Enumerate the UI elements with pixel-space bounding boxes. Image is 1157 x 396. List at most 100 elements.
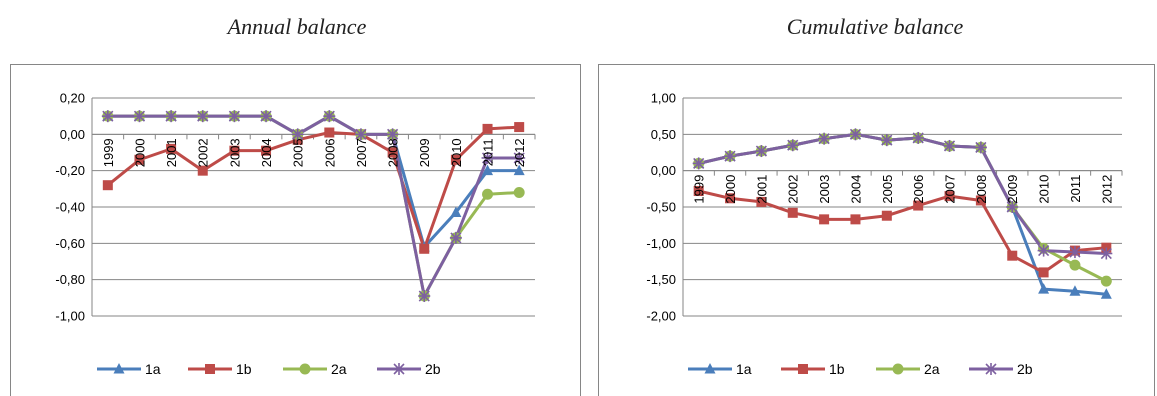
x-tick-label-cumulative: 2003 [817,175,832,204]
y-tick-label-annual: -0,40 [55,200,85,215]
series-line-annual-1b [106,125,520,251]
data-point-annual-2b [260,110,273,123]
data-point-annual-2a [513,186,525,198]
data-point-annual-1b [514,122,525,133]
x-tick-label-cumulative: 2006 [911,175,926,204]
legend-label-annual-2a: 2a [331,361,347,377]
x-tick-label-annual: 2004 [259,138,274,167]
data-point-cumulative-2b [880,134,893,147]
data-point-cumulative-2b [974,141,987,154]
legend-marker-annual-2a [299,363,311,375]
x-tick-label-cumulative: 2004 [848,175,863,204]
data-point-annual-2b [481,151,494,164]
y-tick-label-annual: -0,60 [55,236,85,251]
x-tick-label-annual: 2000 [132,138,147,167]
data-point-annual-1b [134,154,145,165]
data-point-cumulative-1b [756,196,767,207]
x-tick-label-annual: 2003 [227,138,242,167]
x-tick-label-annual: 2012 [512,138,527,167]
y-tick-label-cumulative: -1,50 [646,272,676,287]
x-tick-label-annual: 2010 [449,138,464,167]
data-point-cumulative-2b [1037,244,1050,257]
data-point-annual-2b [101,110,114,123]
data-point-cumulative-1b [1007,250,1018,261]
legend-marker-cumulative-1a [704,363,716,374]
x-tick-label-annual: 2006 [322,138,337,167]
data-point-cumulative-1a [1100,288,1112,299]
data-point-annual-1b [229,145,240,156]
data-point-cumulative-2b [1006,201,1019,213]
data-point-cumulative-2a [1100,275,1112,287]
data-point-cumulative-1b [975,195,986,206]
data-point-annual-1b [450,154,461,165]
data-point-cumulative-2b [755,145,768,158]
data-point-annual-1a [450,206,462,217]
data-point-cumulative-1a [1069,285,1081,296]
legend-label-cumulative-1a: 1a [736,361,752,377]
data-point-cumulative-2b [1068,246,1081,259]
x-tick-label-cumulative: 2000 [723,175,738,204]
data-point-annual-1b [324,127,335,138]
x-tick-label-cumulative: 2011 [1068,175,1083,203]
legend-marker-cumulative-2b [985,363,997,375]
data-point-cumulative-1b [881,210,892,221]
x-tick-label-annual: 2005 [291,138,306,167]
legend-label-cumulative-2a: 2a [924,361,940,377]
data-point-cumulative-1b [850,214,861,225]
data-point-annual-1b [166,143,177,154]
data-point-cumulative-2b [912,131,925,144]
legend-label-annual-1a: 1a [145,361,161,377]
y-tick-label-cumulative: 0,50 [651,127,676,142]
y-tick-label-annual: 0,00 [60,127,85,142]
data-point-cumulative-2b [943,139,956,152]
legend-marker-annual-1a [113,363,125,374]
data-point-annual-2b [323,110,336,123]
data-point-cumulative-2b [724,150,737,163]
data-point-annual-2b [354,128,367,141]
y-tick-label-annual: -0,80 [55,272,85,287]
data-point-cumulative-2b [1100,247,1113,260]
data-point-annual-2b [418,290,431,303]
chart-title-annual: Annual balance [227,14,367,39]
data-point-cumulative-2b [692,157,705,170]
data-point-annual-1a [513,164,525,176]
data-point-cumulative-1b [913,200,924,211]
y-tick-label-cumulative: -0,50 [646,200,676,215]
data-point-annual-1b [102,180,113,191]
data-point-annual-2b [386,128,399,141]
y-tick-label-annual: 0,20 [60,91,85,106]
data-point-annual-2b [165,110,178,123]
x-tick-label-cumulative: 2010 [1037,175,1052,204]
y-tick-label-annual: -0,20 [55,163,85,178]
legend-marker-annual-1b [205,364,215,374]
x-tick-label-cumulative: 2005 [880,175,895,204]
data-point-annual-2b [513,151,526,164]
x-tick-label-cumulative: 1999 [692,175,707,204]
data-point-annual-2b [449,231,462,244]
data-point-annual-2b [133,110,146,123]
legend-marker-cumulative-2a [892,363,904,375]
data-point-cumulative-1b [1038,267,1049,278]
data-point-cumulative-2a [1069,259,1081,271]
data-point-annual-2b [291,128,304,141]
y-tick-label-cumulative: -1,00 [646,236,676,251]
data-point-cumulative-1b [819,214,830,225]
x-tick-label-cumulative: 2009 [1005,175,1020,204]
x-tick-label-cumulative: 2002 [786,175,801,204]
data-point-annual-2b [196,110,209,123]
x-tick-label-annual: 2001 [164,138,179,167]
x-tick-label-annual: 2009 [417,138,432,167]
series-line-cumulative-1b [698,189,1107,274]
x-tick-label-annual: 2002 [196,138,211,167]
data-point-cumulative-1a [1038,283,1050,294]
y-tick-label-cumulative: -2,00 [646,309,676,324]
legend-label-annual-1b: 1b [236,361,252,377]
x-tick-label-cumulative: 2008 [974,175,989,204]
data-point-cumulative-1b [787,207,798,218]
x-tick-label-annual: 1999 [101,138,116,167]
data-point-cumulative-2b [818,132,831,145]
x-tick-label-annual: 2011 [481,138,496,166]
y-tick-label-cumulative: 1,00 [651,91,676,106]
data-point-cumulative-1b [944,191,955,202]
